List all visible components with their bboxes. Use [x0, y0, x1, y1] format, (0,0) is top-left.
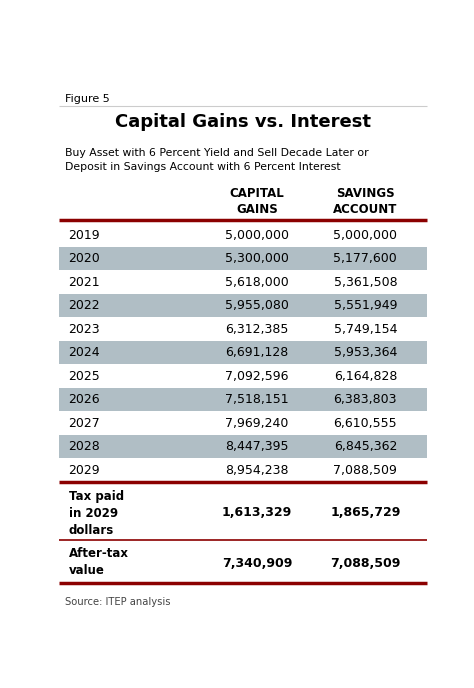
Text: 2027: 2027 — [69, 417, 100, 429]
Text: 5,955,080: 5,955,080 — [225, 299, 289, 312]
Text: 7,088,509: 7,088,509 — [333, 464, 397, 477]
Bar — [59, 247, 427, 270]
Text: 7,969,240: 7,969,240 — [225, 417, 289, 429]
Text: 6,610,555: 6,610,555 — [334, 417, 397, 429]
Text: After-tax
value: After-tax value — [69, 547, 128, 577]
Text: 5,000,000: 5,000,000 — [225, 228, 289, 241]
Text: 2029: 2029 — [69, 464, 100, 477]
Text: 5,000,000: 5,000,000 — [333, 228, 397, 241]
Text: 2019: 2019 — [69, 228, 100, 241]
Text: 5,749,154: 5,749,154 — [334, 323, 397, 336]
Bar — [59, 435, 427, 458]
Text: 2021: 2021 — [69, 276, 100, 289]
Text: 6,312,385: 6,312,385 — [225, 323, 289, 336]
Text: 2023: 2023 — [69, 323, 100, 336]
Text: 7,088,509: 7,088,509 — [330, 557, 401, 570]
Text: 2028: 2028 — [69, 440, 100, 453]
Text: 8,447,395: 8,447,395 — [225, 440, 289, 453]
Text: Tax paid
in 2029
dollars: Tax paid in 2029 dollars — [69, 489, 124, 537]
Text: 2026: 2026 — [69, 393, 100, 406]
Text: 7,092,596: 7,092,596 — [225, 369, 289, 383]
Text: 5,300,000: 5,300,000 — [225, 252, 289, 265]
Text: Figure 5: Figure 5 — [65, 94, 110, 104]
Text: 2024: 2024 — [69, 346, 100, 359]
Text: 7,340,909: 7,340,909 — [222, 557, 292, 570]
Text: Source: ITEP analysis: Source: ITEP analysis — [65, 597, 171, 608]
Bar — [59, 388, 427, 411]
Text: 7,518,151: 7,518,151 — [225, 393, 289, 406]
Text: 5,618,000: 5,618,000 — [225, 276, 289, 289]
Text: 8,954,238: 8,954,238 — [225, 464, 289, 477]
Text: 5,953,364: 5,953,364 — [334, 346, 397, 359]
Text: 5,177,600: 5,177,600 — [334, 252, 397, 265]
Text: 1,865,729: 1,865,729 — [330, 506, 401, 519]
Bar — [59, 341, 427, 365]
Text: 6,845,362: 6,845,362 — [334, 440, 397, 453]
Text: 2025: 2025 — [69, 369, 100, 383]
Text: SAVINGS
ACCOUNT: SAVINGS ACCOUNT — [333, 186, 398, 215]
Text: 5,361,508: 5,361,508 — [334, 276, 397, 289]
Bar — [59, 294, 427, 317]
Text: 1,613,329: 1,613,329 — [222, 506, 292, 519]
Text: 6,383,803: 6,383,803 — [334, 393, 397, 406]
Text: Buy Asset with 6 Percent Yield and Sell Decade Later or
Deposit in Savings Accou: Buy Asset with 6 Percent Yield and Sell … — [65, 148, 369, 171]
Text: 6,691,128: 6,691,128 — [225, 346, 289, 359]
Text: Capital Gains vs. Interest: Capital Gains vs. Interest — [115, 114, 371, 131]
Text: 2020: 2020 — [69, 252, 100, 265]
Text: 6,164,828: 6,164,828 — [334, 369, 397, 383]
Text: CAPITAL
GAINS: CAPITAL GAINS — [229, 186, 284, 215]
Text: 2022: 2022 — [69, 299, 100, 312]
Text: 5,551,949: 5,551,949 — [334, 299, 397, 312]
